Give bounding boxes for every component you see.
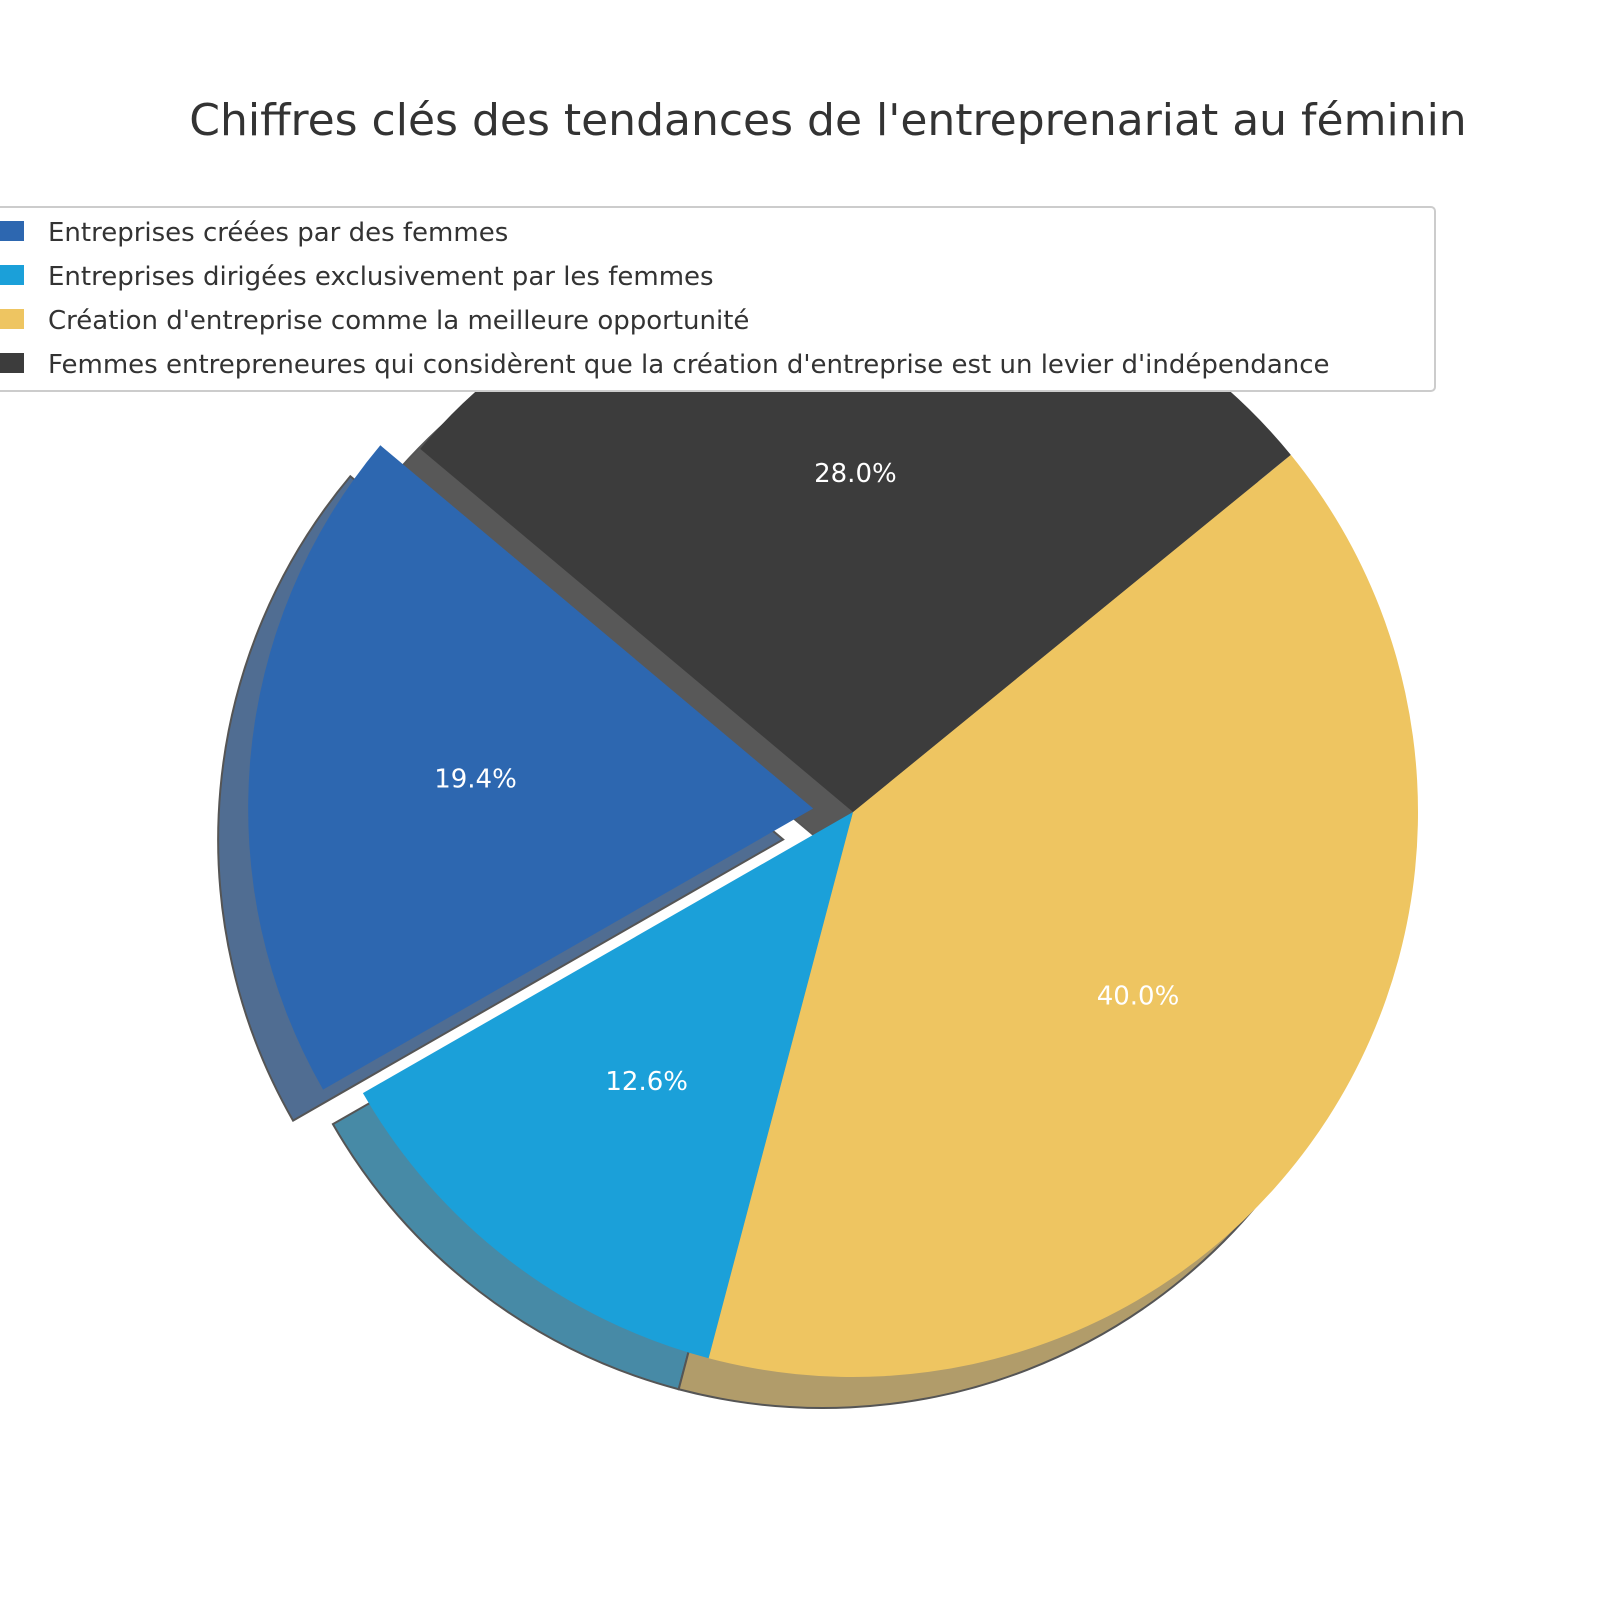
legend-label: Création d'entreprise comme la meilleure… <box>48 306 749 336</box>
chart-title: Chiffres clés des tendances de l'entrepr… <box>189 95 1466 146</box>
legend-swatch <box>0 353 24 373</box>
legend-swatch <box>0 309 24 329</box>
legend-label: Entreprises créées par des femmes <box>48 218 508 248</box>
legend-label: Femmes entrepreneures qui considèrent qu… <box>48 350 1330 380</box>
legend-items: Entreprises créées par des femmes Entrepr… <box>0 218 1330 380</box>
slice-percent-label: 28.0% <box>814 459 897 489</box>
pie-slice <box>248 445 814 1090</box>
pie-slice <box>708 454 1419 1378</box>
slice-percent-label: 40.0% <box>1097 982 1180 1012</box>
legend-swatch <box>0 265 24 285</box>
legend-label: Entreprises dirigées exclusivement par l… <box>48 262 714 292</box>
slice-percent-label: 12.6% <box>605 1067 688 1097</box>
legend: Entreprises créées par des femmes Entrepr… <box>0 206 1436 392</box>
legend-frame <box>0 206 1436 392</box>
legend-swatch <box>0 221 24 241</box>
slice-percent-label: 19.4% <box>434 764 517 794</box>
pie-slice <box>362 812 853 1359</box>
percent-labels: 19.4% 12.6% 40.0% 28.0% <box>434 459 1179 1097</box>
